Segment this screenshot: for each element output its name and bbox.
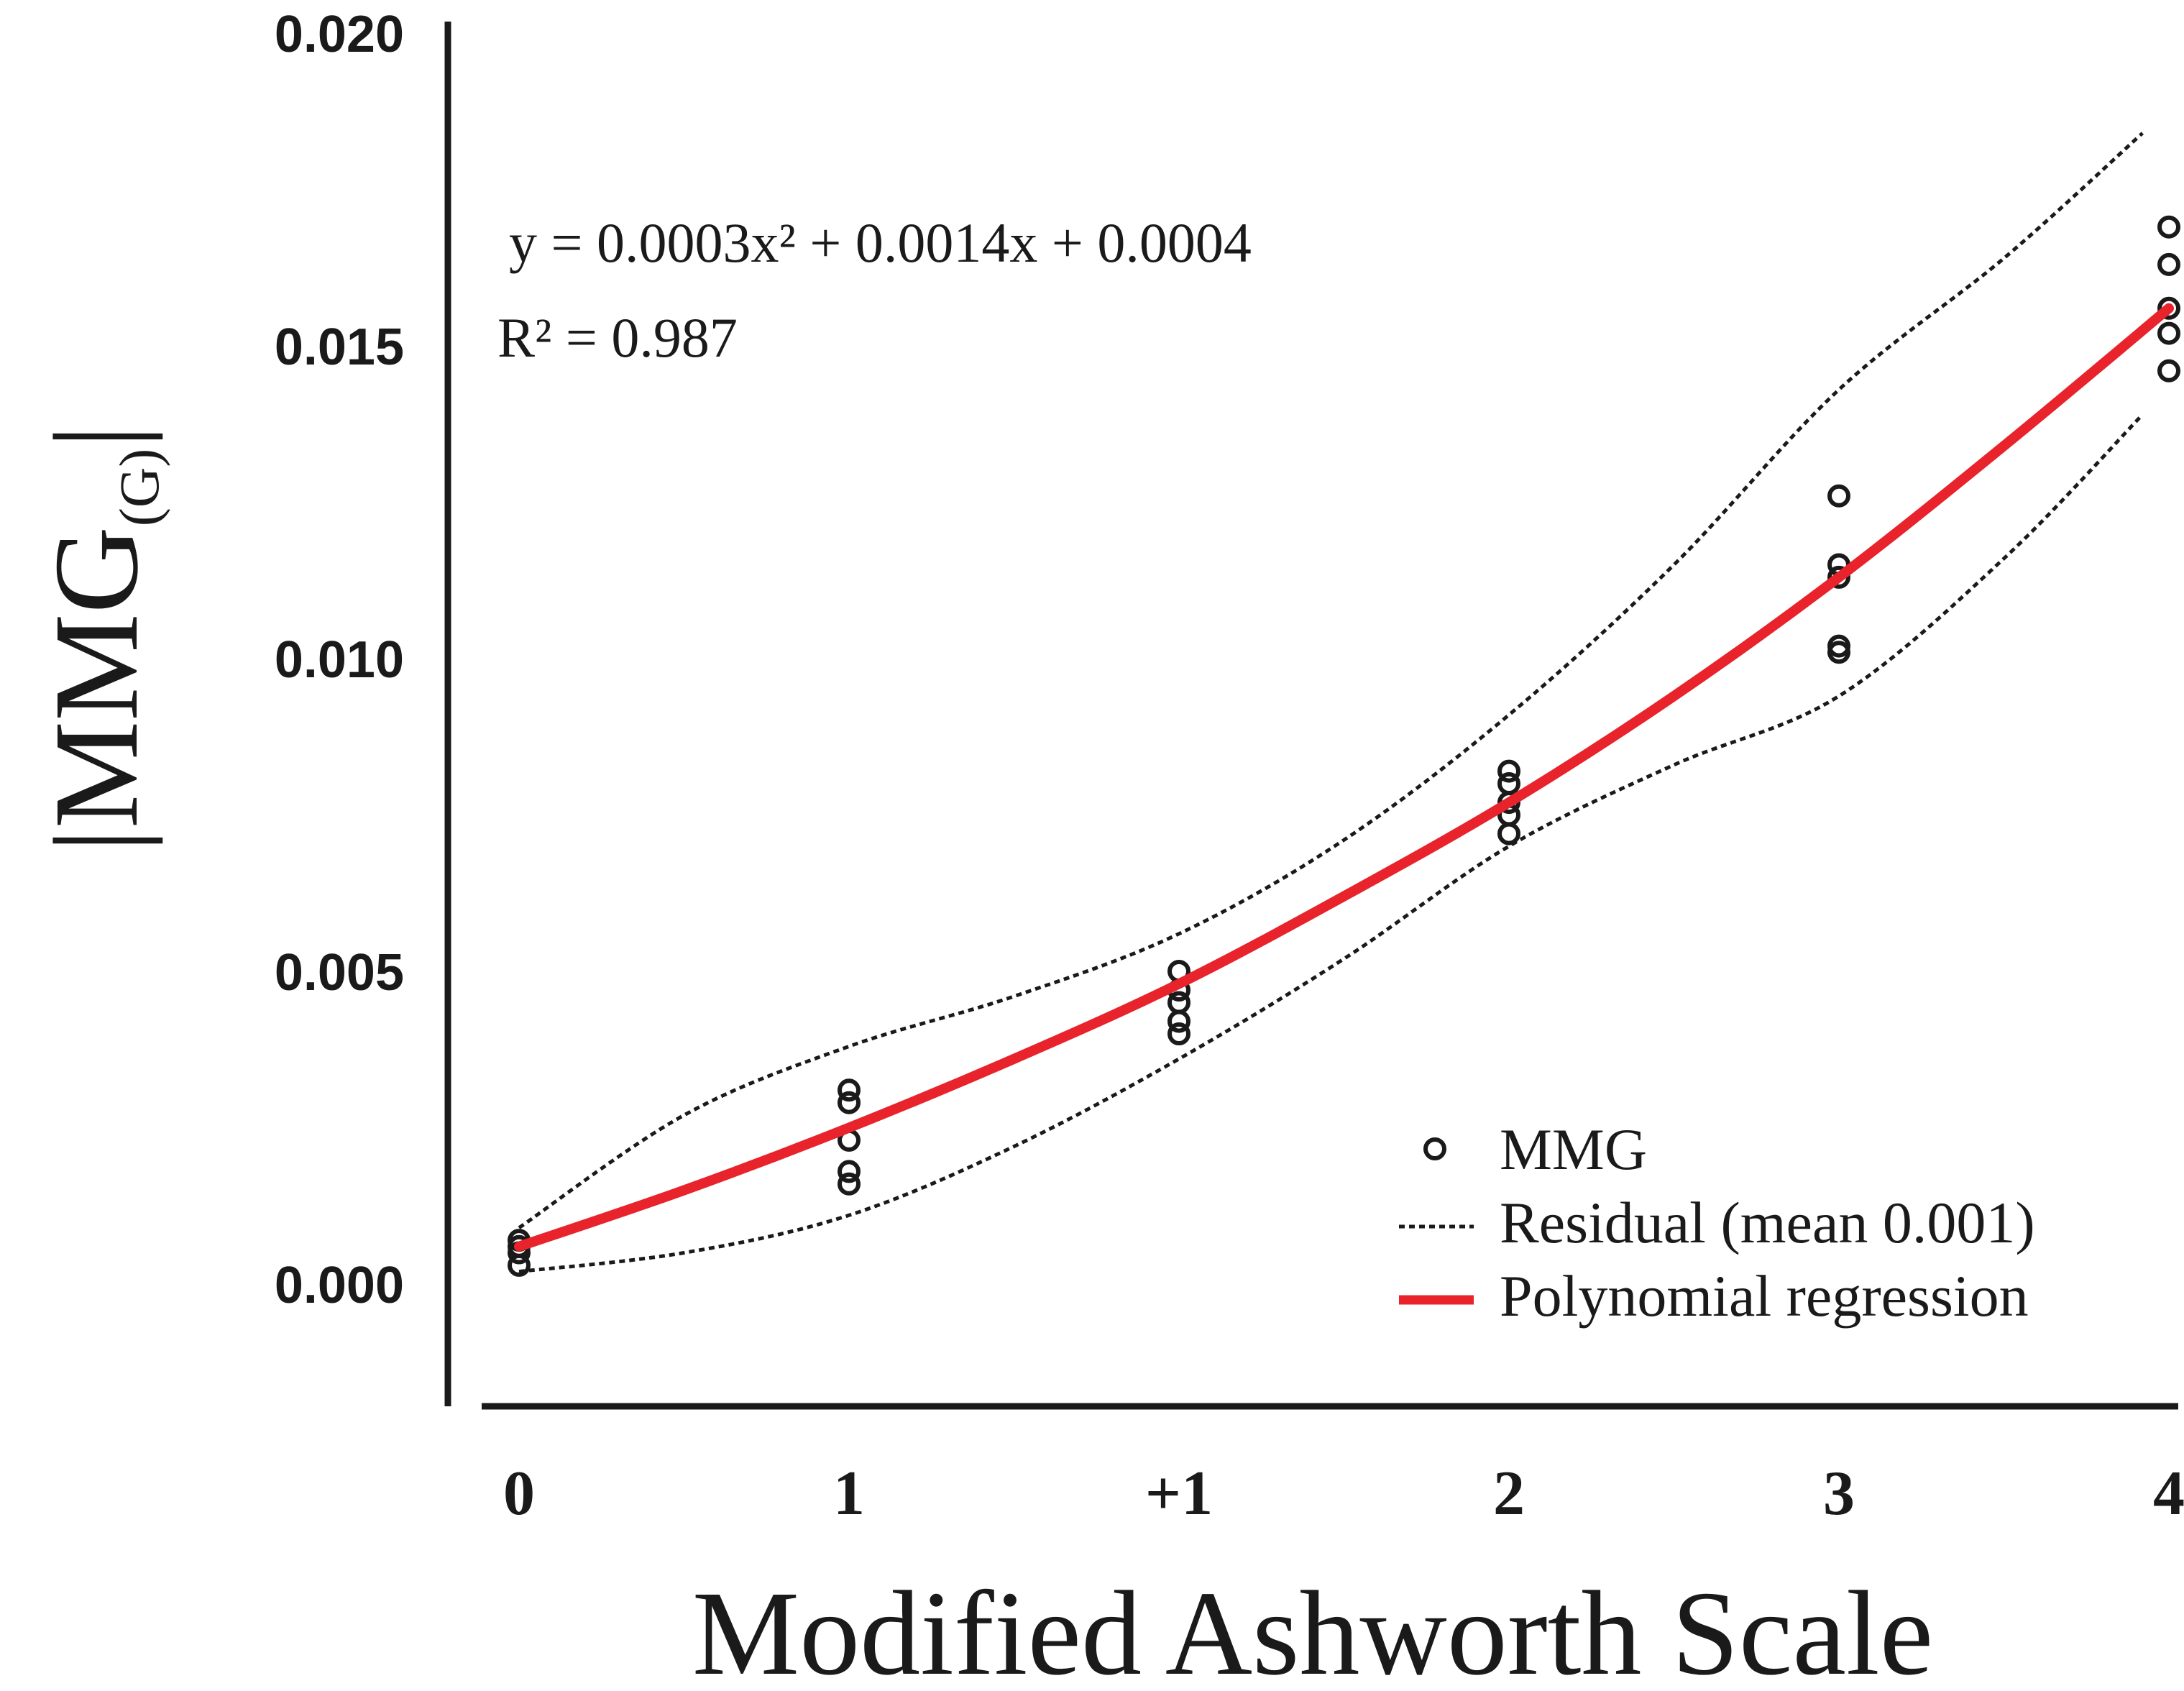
mmg-point	[1167, 1022, 1190, 1045]
regression-line-group	[514, 303, 2174, 1252]
y-axis-label-bar-right: |	[29, 424, 163, 449]
x-tick-label: 0	[503, 1459, 535, 1529]
y-axis-label-bar-left: |	[29, 828, 163, 853]
y-tick-label: 0.015	[275, 319, 404, 376]
legend-label-mmg: MMG	[1500, 1117, 1647, 1182]
legend-marker-mmg	[1423, 1137, 1446, 1160]
x-tick-label: 4	[2153, 1459, 2184, 1529]
mmg-points	[508, 215, 2180, 1277]
mmg-point	[2157, 296, 2180, 320]
x-axis-label: Modified Ashworth Scale	[692, 1567, 1933, 1691]
x-tick-label: +1	[1145, 1459, 1213, 1529]
mmg-point	[1167, 991, 1190, 1014]
y-axis-label-main: MMG	[29, 526, 163, 828]
y-tick-label: 0.005	[275, 944, 404, 1002]
residual-upper-line	[518, 132, 2144, 1229]
regression-line	[514, 303, 2174, 1252]
mmg-point	[1497, 772, 1520, 795]
legend: MMG Residual (mean 0.001) Polynomial reg…	[1399, 1117, 2035, 1329]
residual-band	[518, 132, 2144, 1274]
mmg-point	[838, 1160, 861, 1183]
y-axis-label-subscript: (G)	[108, 449, 170, 526]
mmg-point	[1827, 484, 1850, 508]
mmg-point	[2157, 359, 2180, 382]
mmg-point	[1827, 565, 1850, 589]
mmg-point	[2157, 321, 2180, 345]
y-axis-label: |MMG(G)|	[29, 424, 170, 853]
y-tick-label: 0.020	[275, 6, 404, 63]
y-tick-label: 0.010	[275, 631, 404, 689]
mmg-point	[838, 1172, 861, 1196]
x-tick-label: 2	[1493, 1459, 1525, 1529]
axis-ticks: 0.000 0.005 0.010 0.015 0.020 0 1 +1 2 3 4	[275, 6, 2184, 1529]
equation-annotation: y = 0.0003x² + 0.0014x + 0.0004	[509, 211, 1252, 274]
svg-text:|MMG(G)|: |MMG(G)|	[29, 424, 170, 853]
mmg-point	[2157, 215, 2180, 239]
y-tick-label: 0.000	[275, 1257, 404, 1314]
r-squared-annotation: R² = 0.987	[497, 306, 738, 369]
mmg-point	[1497, 759, 1520, 783]
mmg-point	[1497, 822, 1520, 846]
mmg-point	[2157, 252, 2180, 276]
mmg-point	[1167, 1009, 1190, 1033]
mmg-point	[838, 1078, 861, 1102]
mmg-point	[1827, 641, 1850, 664]
mmg-point	[508, 1253, 531, 1277]
x-tick-label: 1	[833, 1459, 865, 1529]
legend-label-regression: Polynomial regression	[1500, 1263, 2029, 1329]
mmg-point	[838, 1091, 861, 1114]
x-tick-label: 3	[1823, 1459, 1855, 1529]
legend-label-residual: Residual (mean 0.001)	[1500, 1190, 2035, 1255]
residual-lower-line	[518, 413, 2144, 1274]
